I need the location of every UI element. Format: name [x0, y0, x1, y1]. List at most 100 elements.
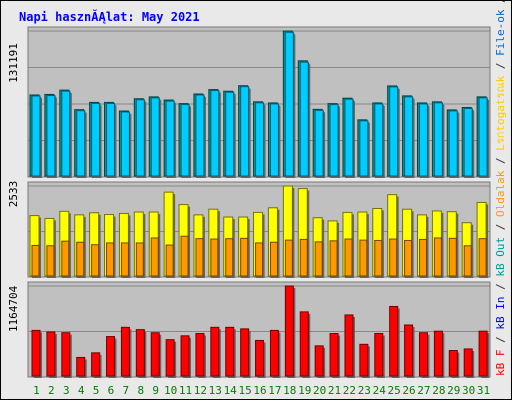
x-tick-label: 22	[343, 384, 356, 397]
bar-kB F-day-22	[344, 314, 355, 378]
bar-Oldalak-day-3	[61, 240, 71, 278]
bar-Oldalak-day-10	[165, 244, 176, 278]
bar-Oldalak-day-11	[180, 235, 191, 278]
legend-entry: /	[494, 330, 507, 350]
x-tick-label: 7	[123, 384, 130, 397]
bar-File-ok-day-6	[106, 102, 117, 178]
bar-File-ok-day-31	[478, 97, 490, 178]
bar-File-ok-day-7	[120, 111, 132, 178]
bar-File-ok-day-30	[463, 107, 475, 178]
bar-kB F-day-9	[150, 332, 162, 378]
bar-kB F-day-15	[240, 328, 251, 378]
bar-Oldalak-day-26	[404, 239, 414, 278]
bar-Oldalak-day-23	[359, 239, 369, 278]
x-tick-label: 29	[447, 384, 460, 397]
bar-kB F-day-30	[463, 348, 475, 378]
bar-File-ok-day-25	[389, 86, 400, 178]
bar-File-ok-day-3	[61, 90, 72, 178]
bar-File-ok-day-22	[344, 98, 355, 178]
bar-Oldalak-day-2	[46, 245, 56, 278]
bar-Oldalak-day-6	[106, 242, 116, 278]
x-tick-label: 10	[164, 384, 177, 397]
bar-Oldalak-day-7	[120, 242, 131, 278]
bar-kB F-day-5	[91, 352, 102, 378]
bar-File-ok-day-11	[180, 104, 192, 178]
legend-entry: /	[494, 277, 507, 297]
bar-Oldalak-day-21	[329, 240, 340, 278]
bar-kB F-day-3	[61, 332, 72, 378]
bar-Oldalak-day-31	[478, 238, 489, 278]
bar-File-ok-day-8	[135, 99, 147, 178]
bar-kB F-day-10	[165, 339, 177, 378]
bar-File-ok-day-29	[448, 110, 460, 178]
x-tick-label: 3	[63, 384, 70, 397]
legend-entry: /	[494, 151, 507, 171]
bar-File-ok-day-5	[91, 102, 102, 178]
bar-Oldalak-day-29	[448, 237, 459, 278]
bar-Oldalak-day-22	[344, 238, 354, 278]
bar-File-ok-day-26	[404, 96, 415, 178]
panel-2	[27, 181, 491, 278]
panel-1-ymax-label: 131191	[7, 43, 20, 83]
bar-File-ok-day-2	[46, 95, 57, 178]
bar-Oldalak-day-25	[389, 238, 399, 278]
bar-Oldalak-day-15	[240, 237, 250, 278]
bar-File-ok-day-12	[195, 94, 206, 178]
bar-File-ok-day-13	[210, 90, 221, 178]
bar-kB F-day-18	[284, 285, 296, 378]
bar-Oldalak-day-14	[225, 238, 235, 278]
x-tick-label: 31	[477, 384, 490, 397]
x-tick-label: 2	[48, 384, 55, 397]
bar-Oldalak-day-1	[31, 244, 41, 278]
bar-Oldalak-day-9	[150, 237, 161, 278]
right-legend: kB F / kB In / kB Out / Oldalak / Lรกtog…	[494, 1, 507, 376]
bar-kB F-day-2	[46, 331, 57, 378]
bar-File-ok-day-18	[284, 31, 296, 179]
bar-kB F-day-4	[76, 356, 87, 378]
x-tick-label: 20	[313, 384, 326, 397]
bar-Oldalak-day-30	[463, 245, 474, 278]
bar-File-ok-day-1	[31, 95, 42, 178]
chart-title: Napi hasznĂĄlat: May 2021	[19, 9, 200, 24]
x-tick-label: 17	[268, 384, 281, 397]
bar-Oldalak-day-17	[269, 241, 280, 278]
x-tick-label: 15	[238, 384, 251, 397]
bar-Oldalak-day-28	[433, 237, 444, 278]
legend-entry: /	[494, 56, 507, 76]
x-tick-label: 13	[209, 384, 222, 397]
bar-kB F-day-28	[433, 330, 445, 378]
x-tick-label: 11	[179, 384, 192, 397]
x-tick-label: 16	[253, 384, 266, 397]
legend-entry: Lรกtogatรณk	[494, 75, 507, 150]
x-tick-label: 26	[402, 384, 415, 397]
bar-File-ok-day-19	[299, 61, 311, 178]
bar-Oldalak-day-8	[135, 242, 146, 278]
panel-2-ymax-label: 2533	[7, 181, 20, 208]
bar-kB F-day-12	[195, 332, 206, 378]
panel-3-ymax-label: 1164704	[7, 285, 20, 332]
legend-entry: kB F	[494, 350, 507, 377]
bar-kB F-day-1	[31, 329, 42, 378]
legend-entry: kB In	[494, 297, 507, 330]
panel-3	[27, 281, 491, 378]
bar-File-ok-day-4	[76, 110, 87, 178]
legend-entry: File-ok	[494, 9, 507, 56]
bar-kB F-day-17	[269, 329, 281, 378]
bar-Oldalak-day-18	[284, 239, 295, 278]
bar-kB F-day-24	[374, 332, 385, 378]
x-tick-label: 21	[328, 384, 341, 397]
bar-File-ok-day-17	[269, 103, 281, 178]
bar-kB F-day-7	[120, 326, 132, 378]
legend-entry: /	[494, 1, 507, 9]
bar-kB F-day-11	[180, 335, 192, 378]
bar-File-ok-day-21	[329, 104, 341, 178]
x-tick-label: 8	[137, 384, 144, 397]
x-tick-label: 24	[373, 384, 387, 397]
bar-kB F-day-19	[299, 311, 311, 378]
bar-Oldalak-day-13	[210, 238, 220, 278]
x-tick-label: 18	[283, 384, 296, 397]
bar-File-ok-day-28	[433, 102, 445, 178]
bar-Oldalak-day-4	[76, 241, 86, 278]
